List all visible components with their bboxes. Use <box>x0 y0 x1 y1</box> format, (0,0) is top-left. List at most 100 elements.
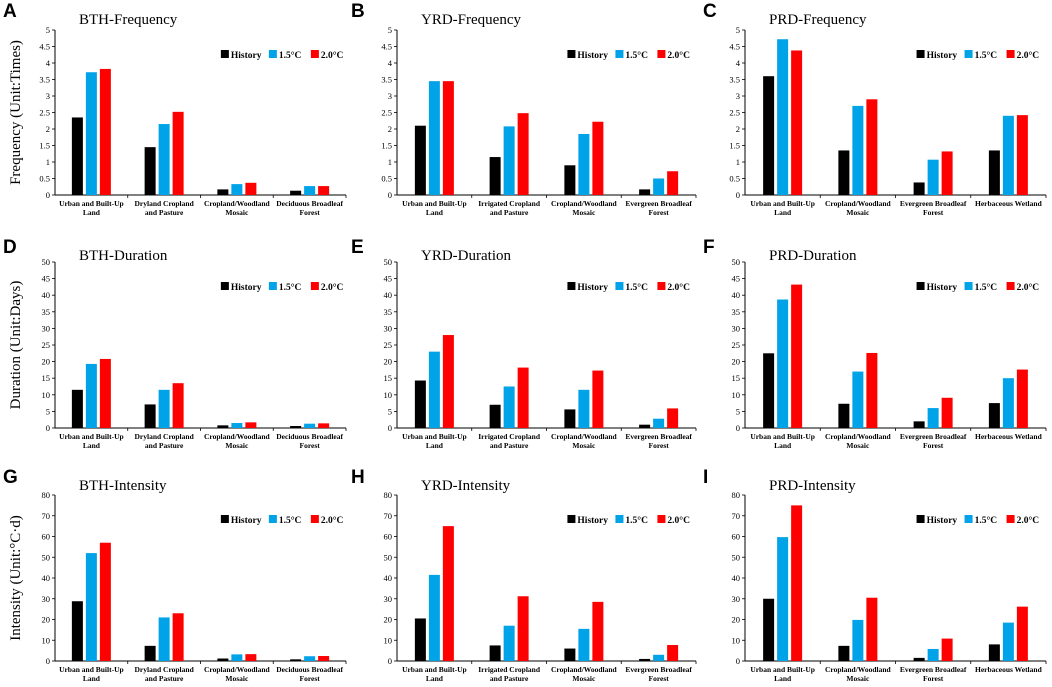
bar-d-15C-2 <box>158 389 170 428</box>
x-category-label: Dryland Cropland <box>134 665 194 674</box>
legend-swatch-15C <box>964 515 973 523</box>
legend-swatch-20C <box>657 50 666 58</box>
bar-e-History-1 <box>414 380 426 428</box>
x-category-label: Irrigated Cropland <box>478 199 541 208</box>
y-tick-label: 50 <box>384 257 393 267</box>
x-category-label: and Pasture <box>490 441 529 450</box>
y-tick-label: 10 <box>384 390 393 400</box>
y-tick-label: 15 <box>384 373 393 383</box>
bar-h-History-1 <box>414 618 426 661</box>
bar-f-20C-3 <box>941 397 953 428</box>
bar-b-15C-1 <box>428 81 440 195</box>
panel-f: F PRD-Duration 0 5 10 15 20 25 30 35 40 45 50 Urban a… <box>703 237 1047 450</box>
legend-swatch-History <box>916 282 925 290</box>
bar-b-15C-2 <box>503 126 515 195</box>
y-tick-label: 0 <box>46 190 50 200</box>
legend-label: 2.0°C <box>1017 282 1040 293</box>
bar-c-15C-4 <box>1002 115 1014 195</box>
bar-f-20C-2 <box>866 352 878 428</box>
bar-b-History-3 <box>564 165 576 195</box>
y-tick-label: 40 <box>42 573 51 583</box>
bar-i-20C-3 <box>941 638 953 661</box>
y-tick-label: 2.5 <box>381 108 392 118</box>
legend-swatch-History <box>567 282 576 290</box>
legend-label: 2.0°C <box>321 50 344 61</box>
bar-h-15C-1 <box>428 574 440 661</box>
y-tick-label: 10 <box>732 635 741 645</box>
bar-d-15C-3 <box>231 423 243 428</box>
y-tick-label: 2 <box>388 124 392 134</box>
x-category-label: Cropland/Woodland <box>204 199 271 208</box>
legend-label: 1.5°C <box>625 515 648 526</box>
panel-title-g: BTH-Intensity <box>79 478 167 494</box>
legend-swatch-20C <box>310 282 319 290</box>
panel-title-c: PRD-Frequency <box>769 12 867 28</box>
y-tick-label: 45 <box>732 274 741 284</box>
y-tick-label: 0 <box>736 423 740 433</box>
y-tick-label: 10 <box>384 635 393 645</box>
y-tick-label: 0.5 <box>381 174 392 184</box>
legend-swatch-20C <box>1006 515 1015 523</box>
bar-c-20C-1 <box>791 50 803 196</box>
x-category-label: Cropland/Woodland <box>551 432 618 441</box>
bar-c-History-3 <box>913 182 925 195</box>
y-tick-label: 4.5 <box>39 42 50 52</box>
bar-c-History-4 <box>988 150 1000 195</box>
x-category-label: Evergreen Broadleaf <box>625 432 692 441</box>
y-tick-label: 3.5 <box>729 75 740 85</box>
legend-swatch-History <box>916 50 925 58</box>
bar-d-15C-4 <box>304 423 316 428</box>
y-tick-label: 50 <box>42 552 51 562</box>
bar-i-15C-3 <box>927 648 939 661</box>
bar-b-History-1 <box>414 125 426 195</box>
y-tick-label: 35 <box>42 307 51 317</box>
y-tick-label: 40 <box>732 290 741 300</box>
bar-g-20C-3 <box>245 654 257 661</box>
y-tick-label: 40 <box>42 290 51 300</box>
y-tick-label: 20 <box>732 615 741 625</box>
row-y-axis-labels: Frequency (Unit:Times) Duration (Unit:Day… <box>8 40 24 641</box>
bar-b-20C-1 <box>442 81 454 195</box>
y-tick-label: 25 <box>732 340 741 350</box>
x-category-label: Cropland/Woodland <box>825 199 892 208</box>
x-category-label: Mosaic <box>225 674 249 683</box>
x-category-label: Urban and Built-Up <box>750 199 815 208</box>
legend-label: 2.0°C <box>667 515 690 526</box>
bar-d-20C-1 <box>99 358 111 428</box>
bar-i-20C-1 <box>791 505 803 661</box>
legend-swatch-15C <box>268 50 277 58</box>
x-category-label: Land <box>774 441 792 450</box>
y-tick-label: 15 <box>732 373 741 383</box>
bar-d-History-1 <box>71 389 83 428</box>
y-tick-label: 30 <box>42 594 51 604</box>
bar-h-20C-1 <box>442 526 454 661</box>
y-tick-label: 30 <box>732 323 741 333</box>
y-tick-label: 10 <box>42 635 51 645</box>
y-tick-label: 5 <box>46 25 50 35</box>
y-tick-label: 1 <box>46 157 50 167</box>
bar-c-History-1 <box>763 76 775 195</box>
y-tick-label: 5 <box>46 406 50 416</box>
panel-letter-h: H <box>351 467 365 488</box>
y-tick-label: 1.5 <box>39 141 50 151</box>
x-category-label: Mosaic <box>225 208 249 217</box>
x-category-label: Forest <box>923 441 944 450</box>
x-category-label: Urban and Built-Up <box>59 665 124 674</box>
x-category-label: and Pasture <box>145 208 184 217</box>
y-tick-label: 30 <box>384 594 393 604</box>
y-tick-label: 0 <box>388 423 392 433</box>
y-tick-label: 3.5 <box>381 75 392 85</box>
bar-a-20C-3 <box>245 182 257 195</box>
bar-i-20C-2 <box>866 597 878 661</box>
bar-f-15C-2 <box>852 371 864 428</box>
bar-g-15C-4 <box>304 656 316 661</box>
bar-f-20C-1 <box>791 284 803 428</box>
panel-title-b: YRD-Frequency <box>421 12 521 28</box>
bar-e-20C-1 <box>442 335 454 428</box>
bar-a-20C-2 <box>172 111 184 195</box>
bar-a-History-3 <box>217 189 229 195</box>
bar-e-20C-3 <box>592 370 604 428</box>
panel-h: H YRD-Intensity 0 10 20 30 40 50 60 70 80 Urban and… <box>351 467 697 683</box>
legend-swatch-History <box>916 515 925 523</box>
x-category-label: Irrigated Cropland <box>478 665 541 674</box>
